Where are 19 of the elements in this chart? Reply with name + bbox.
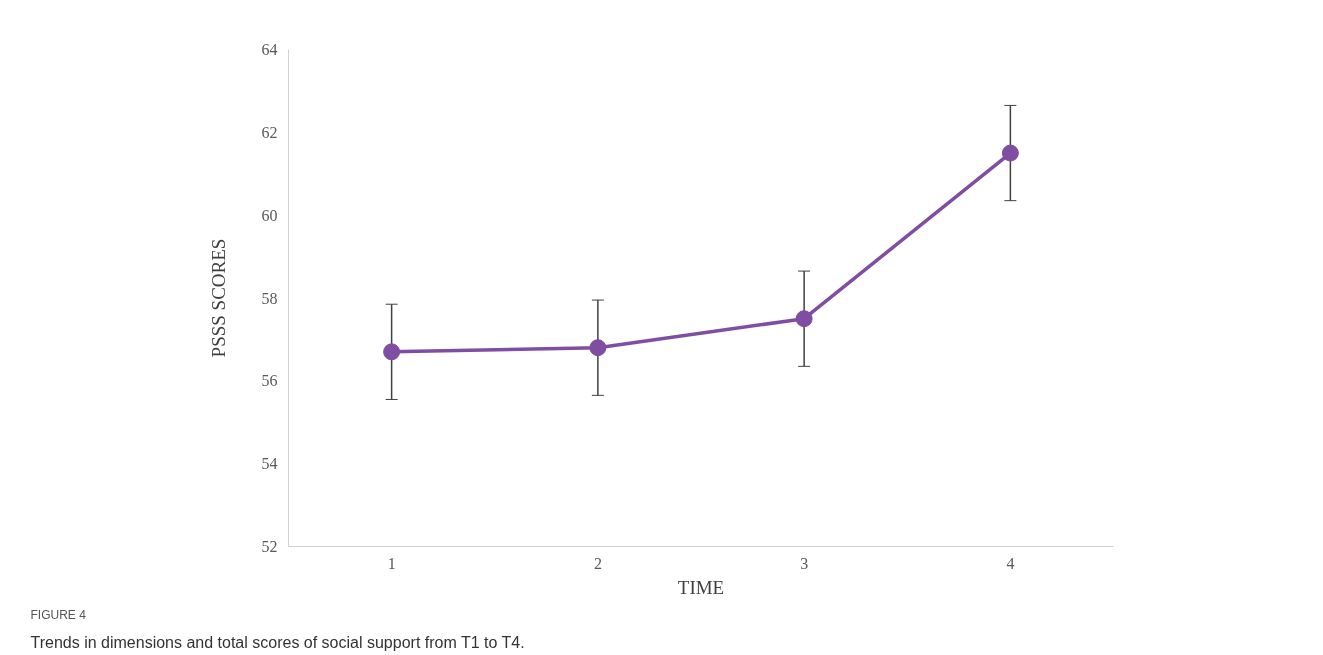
y-tick-label: 52 xyxy=(261,538,278,555)
y-tick-label: 60 xyxy=(261,206,278,224)
y-axis-title: PSSS SCORES xyxy=(207,238,229,358)
x-tick-label: 2 xyxy=(593,554,602,572)
y-tick-label: 56 xyxy=(261,372,278,390)
y-tick-label: 54 xyxy=(261,455,278,473)
caption: FIGURE 4 xyxy=(30,607,87,622)
x-tick-label: 3 xyxy=(800,554,809,572)
y-tick-label: 64 xyxy=(261,41,278,58)
point xyxy=(795,310,813,328)
x-tick-label: 1 xyxy=(387,554,396,572)
x-axis-title: TIME xyxy=(677,576,725,598)
text: Trends in dimensions and total scores of social support from T1 to T4. xyxy=(30,633,525,651)
y-tick-label: 58 xyxy=(261,289,278,307)
y-tick-label: 62 xyxy=(261,123,278,141)
point xyxy=(589,339,607,357)
x-tick-label: 4 xyxy=(1006,554,1015,572)
point xyxy=(1001,144,1019,162)
point xyxy=(383,343,401,361)
